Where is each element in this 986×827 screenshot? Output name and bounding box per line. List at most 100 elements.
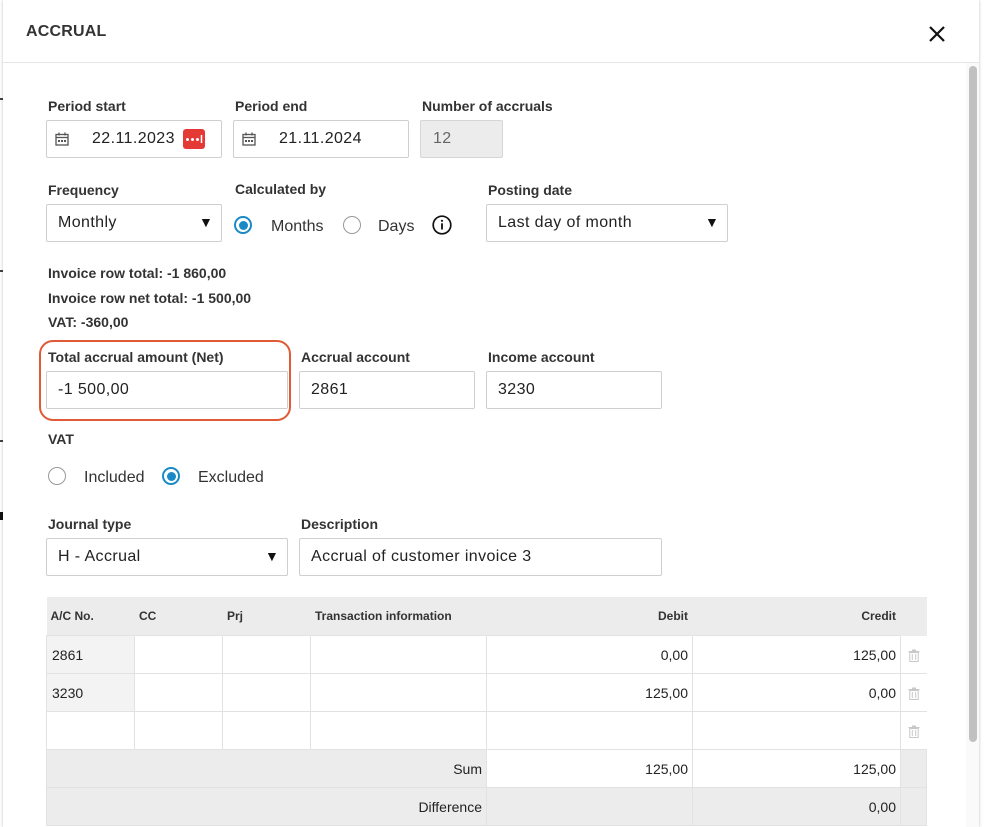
radio-vat-excluded-label: Excluded [198, 469, 264, 486]
posting-date-value: Last day of month [498, 214, 632, 231]
table-row: 2861 0,00 125,00 [46, 635, 927, 674]
description-field[interactable]: Accrual of customer invoice 3 [299, 538, 662, 576]
cell-credit[interactable] [692, 711, 901, 750]
radio-days[interactable] [343, 216, 361, 234]
grid-header-row: A/C No. CC Prj Transaction information D… [46, 597, 927, 636]
journal-type-label: Journal type [48, 516, 132, 532]
accrual-account-field[interactable]: 2861 [299, 371, 475, 409]
radio-vat-excluded[interactable] [162, 467, 180, 485]
sum-row: Sum 125,00 125,00 [46, 749, 927, 788]
background-edge [0, 270, 4, 272]
info-icon[interactable] [432, 215, 452, 235]
column-header-cc[interactable]: CC [134, 597, 223, 636]
column-header-debit[interactable]: Debit [486, 597, 693, 636]
cell-ac[interactable]: 3230 [46, 673, 135, 712]
trash-icon [908, 649, 920, 663]
sum-credit: 125,00 [692, 749, 901, 788]
description-value: Accrual of customer invoice 3 [311, 548, 532, 565]
description-label: Description [301, 516, 379, 532]
sum-debit: 125,00 [486, 749, 693, 788]
period-start-label: Period start [48, 98, 126, 114]
difference-row-spacer [900, 787, 927, 826]
accrual-account-value: 2861 [311, 381, 349, 398]
more-button[interactable] [183, 129, 205, 149]
table-row [46, 711, 927, 750]
cell-debit[interactable]: 125,00 [486, 673, 693, 712]
trash-icon [908, 687, 920, 701]
period-end-value: 21.11.2024 [279, 130, 362, 147]
caret-down-icon: ▼ [705, 214, 720, 230]
period-start-field[interactable]: 22.11.2023 [46, 120, 222, 158]
income-account-label: Income account [488, 349, 595, 365]
total-accrual-field[interactable]: -1 500,00 [46, 371, 288, 409]
period-end-field[interactable]: 21.11.2024 [233, 120, 409, 158]
highlight-box [39, 340, 291, 421]
cell-prj[interactable] [222, 635, 311, 674]
number-of-accruals-label: Number of accruals [422, 98, 553, 114]
more-icon [200, 135, 203, 143]
background-edge [0, 98, 4, 100]
caret-down-icon: ▼ [199, 214, 214, 230]
number-of-accruals-value: 12 [433, 130, 452, 147]
journal-grid: A/C No. CC Prj Transaction information D… [46, 597, 927, 826]
calculated-by-label: Calculated by [235, 181, 327, 197]
frequency-select[interactable]: Monthly ▼ [46, 204, 222, 242]
journal-type-select[interactable]: H - Accrual ▼ [46, 538, 288, 576]
journal-type-value: H - Accrual [58, 548, 141, 565]
cell-transaction-info[interactable] [310, 635, 487, 674]
delete-row-button[interactable] [900, 673, 927, 712]
column-header-credit[interactable]: Credit [692, 597, 901, 636]
background-edge [0, 440, 4, 442]
cell-prj[interactable] [222, 673, 311, 712]
close-icon [929, 26, 945, 42]
cell-ac[interactable] [46, 711, 135, 750]
frequency-value: Monthly [58, 214, 117, 231]
posting-date-select[interactable]: Last day of month ▼ [486, 204, 728, 242]
income-account-field[interactable]: 3230 [486, 371, 662, 409]
total-accrual-label: Total accrual amount (Net) [48, 349, 224, 365]
trash-icon [908, 725, 920, 739]
cell-cc[interactable] [134, 635, 223, 674]
calendar-icon[interactable] [55, 132, 69, 146]
radio-vat-included[interactable] [48, 467, 66, 485]
difference-value: 0,00 [692, 787, 901, 826]
cell-cc[interactable] [134, 673, 223, 712]
vat-amount: VAT: -360,00 [48, 314, 129, 330]
frequency-label: Frequency [48, 182, 119, 198]
cell-prj[interactable] [222, 711, 311, 750]
close-button[interactable] [923, 20, 951, 48]
table-row: 3230 125,00 0,00 [46, 673, 927, 712]
period-end-label: Period end [235, 98, 308, 114]
vat-label: VAT [48, 431, 74, 447]
cell-transaction-info[interactable] [310, 711, 487, 750]
calendar-icon[interactable] [242, 132, 256, 146]
cell-debit[interactable] [486, 711, 693, 750]
number-of-accruals-field: 12 [420, 120, 503, 158]
difference-debit [486, 787, 693, 826]
cell-cc[interactable] [134, 711, 223, 750]
cell-credit[interactable]: 0,00 [692, 673, 901, 712]
column-header-transaction-info[interactable]: Transaction information [310, 597, 487, 636]
difference-row: Difference 0,00 [46, 787, 927, 826]
dialog-header: ACCRUAL [3, 0, 979, 63]
dialog-title: ACCRUAL [26, 23, 107, 40]
cell-debit[interactable]: 0,00 [486, 635, 693, 674]
delete-row-button[interactable] [900, 711, 927, 750]
accrual-account-label: Accrual account [301, 349, 410, 365]
column-header-ac[interactable]: A/C No. [46, 597, 135, 636]
sum-label: Sum [46, 749, 487, 788]
column-header-prj[interactable]: Prj [222, 597, 311, 636]
cell-transaction-info[interactable] [310, 673, 487, 712]
cell-ac[interactable]: 2861 [46, 635, 135, 674]
radio-months[interactable] [234, 216, 252, 234]
invoice-row-total: Invoice row total: -1 860,00 [48, 265, 227, 281]
delete-row-button[interactable] [900, 635, 927, 674]
posting-date-label: Posting date [488, 182, 573, 198]
caret-down-icon: ▼ [265, 548, 280, 564]
accrual-dialog: ACCRUAL Period start 22.11.2023 Period e… [3, 0, 979, 827]
period-start-value: 22.11.2023 [92, 130, 175, 147]
invoice-row-net-total: Invoice row net total: -1 500,00 [48, 290, 252, 306]
cell-credit[interactable]: 125,00 [692, 635, 901, 674]
scrollbar-thumb[interactable] [969, 66, 977, 742]
total-accrual-value: -1 500,00 [58, 381, 130, 398]
